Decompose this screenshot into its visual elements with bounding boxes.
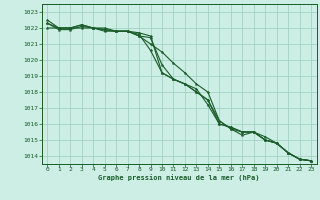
X-axis label: Graphe pression niveau de la mer (hPa): Graphe pression niveau de la mer (hPa) bbox=[99, 175, 260, 181]
